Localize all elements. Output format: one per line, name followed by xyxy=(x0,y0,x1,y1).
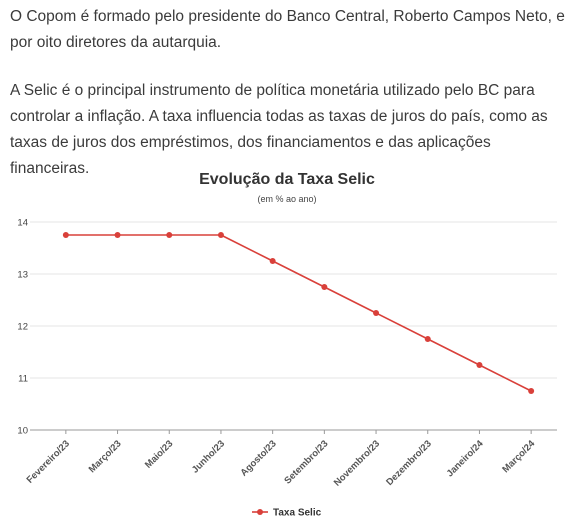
data-point[interactable] xyxy=(269,258,276,264)
legend[interactable]: Taxa Selic xyxy=(252,508,322,519)
y-tick-label: 12 xyxy=(17,322,28,333)
article-paragraph-2: A Selic é o principal instrumento de pol… xyxy=(10,82,548,177)
series-taxa-selic xyxy=(62,232,535,394)
data-point[interactable] xyxy=(373,310,380,316)
y-axis: 10 11 12 13 14 xyxy=(17,218,28,437)
x-axis: Fevereiro/23 Março/23 Maio/23 Junho/23 Agost… xyxy=(25,430,538,489)
x-tick-label: Maio/23 xyxy=(143,438,175,470)
x-tick-label: Março/23 xyxy=(87,438,124,475)
x-tick-label: Novembro/23 xyxy=(332,438,382,488)
article-text: O Copom é formado pelo presidente do Ban… xyxy=(10,4,570,204)
x-tick-label: Dezembro/23 xyxy=(384,438,434,488)
chart-svg: Evolução da Taxa Selic (em % ao ano) 101… xyxy=(17,171,557,519)
data-point[interactable] xyxy=(528,388,535,394)
y-tick-label: 13 xyxy=(17,270,28,281)
x-tick-label: Junho/23 xyxy=(190,438,227,475)
article-paragraph-1: O Copom é formado pelo presidente do Ban… xyxy=(10,8,565,51)
x-tick-label: Março/24 xyxy=(500,438,537,475)
data-point[interactable] xyxy=(166,232,173,238)
data-point[interactable] xyxy=(321,284,328,290)
grid-lines xyxy=(30,221,557,431)
x-tick-label: Setembro/23 xyxy=(282,438,330,486)
data-point[interactable] xyxy=(217,232,224,238)
legend-marker xyxy=(257,509,263,515)
x-tick-label: Janeiro/24 xyxy=(445,438,487,480)
data-point[interactable] xyxy=(476,362,483,368)
y-tick-label: 10 xyxy=(17,426,28,437)
y-tick-label: 11 xyxy=(18,374,28,385)
data-point[interactable] xyxy=(424,336,431,342)
chart-subtitle: (em % ao ano) xyxy=(257,194,316,204)
x-tick-label: Agosto/23 xyxy=(239,438,279,478)
series-line xyxy=(65,234,532,392)
y-tick-label: 14 xyxy=(17,218,28,229)
x-tick-label: Fevereiro/23 xyxy=(25,438,72,485)
data-point[interactable] xyxy=(62,232,69,238)
data-point[interactable] xyxy=(114,232,121,238)
selic-chart: Evolução da Taxa Selic (em % ao ano) 10 1… xyxy=(0,160,577,523)
legend-label: Taxa Selic xyxy=(273,508,322,519)
chart-title: Evolução da Taxa Selic xyxy=(199,171,375,188)
